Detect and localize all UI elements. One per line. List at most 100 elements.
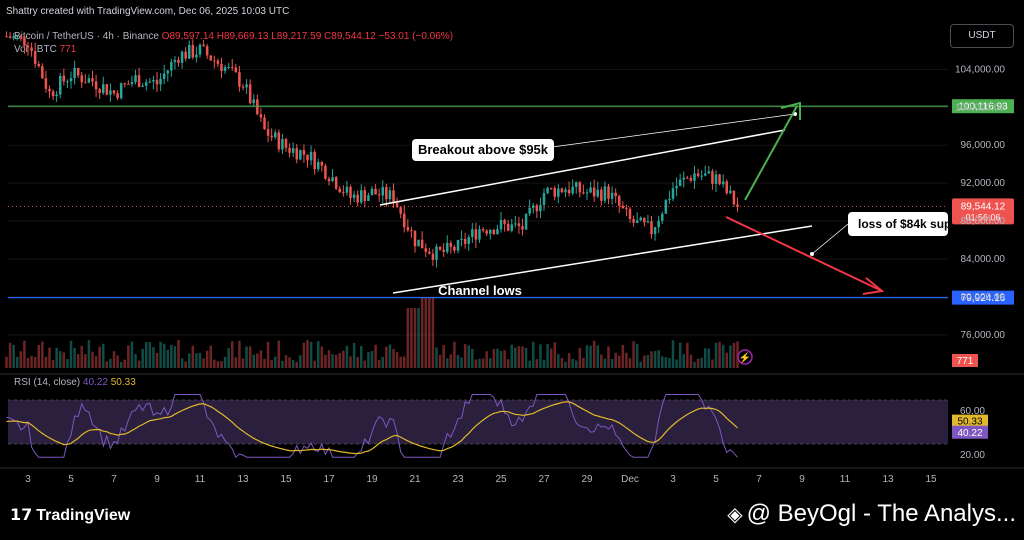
volume-bar xyxy=(438,354,442,368)
candle-body xyxy=(127,83,130,85)
candle-body xyxy=(5,36,8,38)
candle-body xyxy=(73,67,76,79)
volume-bar xyxy=(388,344,392,368)
symbol-name[interactable]: Bitcoin / TetherUS xyxy=(14,31,94,42)
volume-bar xyxy=(248,346,252,368)
candle-body xyxy=(266,129,270,136)
volume-bar xyxy=(449,354,453,368)
volume-bar xyxy=(553,342,557,368)
candle-body xyxy=(675,185,678,189)
candle-body xyxy=(438,246,442,250)
rsi-ma-line xyxy=(6,401,738,455)
candle-body xyxy=(456,239,460,251)
bullish-arrow-line xyxy=(744,105,798,201)
volume-bar xyxy=(632,341,635,368)
volume-bar xyxy=(406,308,410,368)
candle-body xyxy=(198,44,202,55)
author-attribution: ◈ @ BeyOgl - The Analys... xyxy=(727,500,1016,527)
volume-bar xyxy=(413,308,417,368)
candle-body xyxy=(238,72,241,87)
candle-body xyxy=(227,67,230,69)
candle-body xyxy=(367,195,370,201)
volume-bar xyxy=(127,345,130,368)
volume-bar xyxy=(514,347,517,368)
volume-bar xyxy=(266,341,270,368)
candle-body xyxy=(686,177,689,179)
volume-bar xyxy=(152,347,155,368)
x-tick-label: 21 xyxy=(409,474,421,485)
volume-bar xyxy=(302,342,306,368)
candle-body xyxy=(345,186,349,193)
candle-body xyxy=(302,150,306,155)
x-tick-label: 23 xyxy=(452,474,464,485)
volume-bar xyxy=(686,342,689,368)
candle-body xyxy=(729,190,732,194)
rsi-label: RSI (14, close) xyxy=(14,377,81,388)
y-tick-label: 96,000.00 xyxy=(961,140,1006,151)
binance-diamond-icon: ◈ xyxy=(727,504,743,526)
candle-body xyxy=(420,239,424,249)
volume-bar xyxy=(324,354,327,368)
candle-body xyxy=(682,177,686,180)
volume-bar xyxy=(277,340,281,368)
candle-body xyxy=(542,193,546,205)
volume-bar xyxy=(442,345,445,368)
volume-bar xyxy=(5,356,8,368)
volume-bar xyxy=(159,341,162,368)
breakout-callout-line xyxy=(544,113,796,149)
candle-body xyxy=(732,190,736,205)
candle-body xyxy=(564,189,567,193)
volume-bar xyxy=(392,349,395,368)
volume-bar xyxy=(689,354,693,368)
candle-body xyxy=(33,51,37,64)
volume-bar xyxy=(478,358,481,368)
volume-bar xyxy=(428,298,431,368)
volume-bar xyxy=(33,356,37,368)
candle-body xyxy=(582,192,585,194)
volume-bar xyxy=(112,351,116,368)
volume-bar xyxy=(485,351,488,368)
volume-bar xyxy=(295,361,299,368)
x-tick-label: 17 xyxy=(323,474,335,485)
lightning-icon[interactable] xyxy=(737,349,753,365)
x-tick-label: 3 xyxy=(25,474,31,485)
volume-tag-label: 771 xyxy=(957,356,974,367)
rsi-band xyxy=(8,400,948,444)
volume-bar xyxy=(198,352,202,368)
candle-body xyxy=(388,190,392,200)
candle-body xyxy=(521,226,524,230)
volume-bar xyxy=(98,346,101,368)
volume-bar xyxy=(539,344,542,368)
volume-bar xyxy=(184,361,187,368)
volume-bar xyxy=(657,350,660,368)
candle-body xyxy=(309,151,313,161)
volume-bar xyxy=(531,341,535,368)
candle-body xyxy=(453,246,456,251)
volume-bar xyxy=(270,360,273,368)
candle-body xyxy=(449,242,453,247)
volume-bar xyxy=(420,298,424,368)
candle-body xyxy=(234,67,238,73)
volume-bar xyxy=(682,354,686,368)
candle-body xyxy=(517,223,521,227)
volume-bar xyxy=(506,359,510,368)
candle-body xyxy=(485,230,488,234)
candle-body xyxy=(460,238,463,240)
volume-bar xyxy=(521,346,524,368)
y-tick-label: 76,000.00 xyxy=(961,330,1006,341)
loss-callout-line xyxy=(811,223,849,255)
candle-body xyxy=(91,78,94,82)
candle-body xyxy=(678,179,682,186)
candle-body xyxy=(148,81,152,83)
volume-bar xyxy=(496,348,499,368)
candle-body xyxy=(413,230,417,247)
volume-bar xyxy=(424,298,428,368)
candle-body xyxy=(112,90,116,94)
candle-body xyxy=(535,205,539,212)
volume-value: 771 xyxy=(59,44,77,55)
volume-bar xyxy=(621,344,625,368)
currency-button[interactable]: USDT xyxy=(950,24,1014,48)
candle-body xyxy=(614,192,617,197)
candle-body xyxy=(84,82,87,84)
volume-bar xyxy=(320,346,324,368)
